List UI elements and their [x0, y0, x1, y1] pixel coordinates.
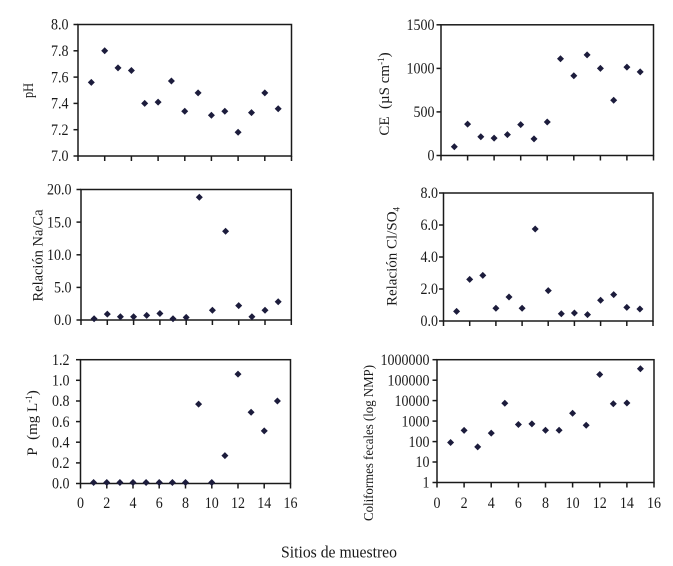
- svg-text:8: 8: [542, 495, 549, 512]
- svg-text:100000: 100000: [388, 372, 430, 389]
- svg-text:2: 2: [461, 495, 468, 512]
- svg-text:6.0: 6.0: [421, 217, 439, 234]
- svg-text:2: 2: [103, 495, 110, 512]
- svg-text:100: 100: [409, 434, 430, 451]
- svg-text:1000: 1000: [402, 413, 430, 430]
- svg-text:7.0: 7.0: [51, 148, 69, 165]
- svg-text:15.0: 15.0: [47, 214, 72, 231]
- svg-text:0: 0: [77, 495, 84, 512]
- svg-text:4: 4: [130, 495, 137, 512]
- svg-text:7.4: 7.4: [51, 96, 69, 113]
- svg-text:12: 12: [231, 495, 245, 512]
- svg-text:Sitios de muestreo: Sitios de muestreo: [281, 543, 397, 562]
- svg-text:P (mg L-1): P (mg L-1): [24, 390, 41, 455]
- svg-text:7.2: 7.2: [51, 122, 69, 139]
- svg-text:12: 12: [593, 495, 607, 512]
- svg-text:0.0: 0.0: [421, 313, 439, 330]
- svg-text:5.0: 5.0: [54, 280, 72, 297]
- svg-text:8.0: 8.0: [421, 185, 439, 202]
- svg-text:10: 10: [416, 454, 430, 471]
- svg-text:Coliformes fecales (log NMP): Coliformes fecales (log NMP): [362, 365, 377, 521]
- svg-text:0.8: 0.8: [52, 393, 70, 410]
- svg-text:6: 6: [156, 495, 163, 512]
- svg-text:500: 500: [414, 104, 435, 121]
- svg-text:4.0: 4.0: [421, 249, 439, 266]
- svg-text:0: 0: [434, 495, 441, 512]
- svg-text:10.0: 10.0: [47, 247, 72, 264]
- svg-text:10: 10: [566, 495, 580, 512]
- svg-text:1500: 1500: [407, 17, 435, 34]
- svg-text:0.4: 0.4: [52, 434, 70, 451]
- svg-text:10000: 10000: [395, 393, 430, 410]
- svg-text:Relación Na/Ca: Relación Na/Ca: [31, 209, 47, 301]
- svg-text:8: 8: [182, 495, 189, 512]
- svg-text:7.6: 7.6: [51, 69, 69, 86]
- svg-text:8.0: 8.0: [51, 17, 69, 34]
- svg-text:10: 10: [205, 495, 219, 512]
- svg-text:14: 14: [257, 495, 271, 512]
- svg-text:4: 4: [488, 495, 495, 512]
- svg-text:1: 1: [423, 475, 430, 492]
- svg-text:0.6: 0.6: [52, 414, 70, 431]
- svg-text:1000000: 1000000: [381, 352, 430, 369]
- svg-text:pH: pH: [21, 83, 37, 98]
- svg-text:CE (µS cm-1): CE (µS cm-1): [376, 52, 393, 135]
- svg-text:1.0: 1.0: [52, 373, 70, 390]
- svg-text:2.0: 2.0: [421, 281, 439, 298]
- svg-text:0: 0: [428, 148, 435, 165]
- svg-text:1.2: 1.2: [52, 352, 70, 369]
- svg-text:20.0: 20.0: [47, 182, 72, 199]
- svg-text:Relación Cl/SO4: Relación Cl/SO4: [385, 206, 402, 306]
- svg-text:1000: 1000: [407, 61, 435, 78]
- svg-text:7.8: 7.8: [51, 43, 69, 60]
- svg-text:16: 16: [284, 495, 298, 512]
- svg-text:6: 6: [515, 495, 522, 512]
- svg-text:14: 14: [620, 495, 634, 512]
- svg-text:16: 16: [647, 495, 661, 512]
- svg-text:0.0: 0.0: [54, 312, 72, 329]
- svg-text:0.0: 0.0: [52, 476, 70, 493]
- svg-text:0.2: 0.2: [52, 455, 70, 472]
